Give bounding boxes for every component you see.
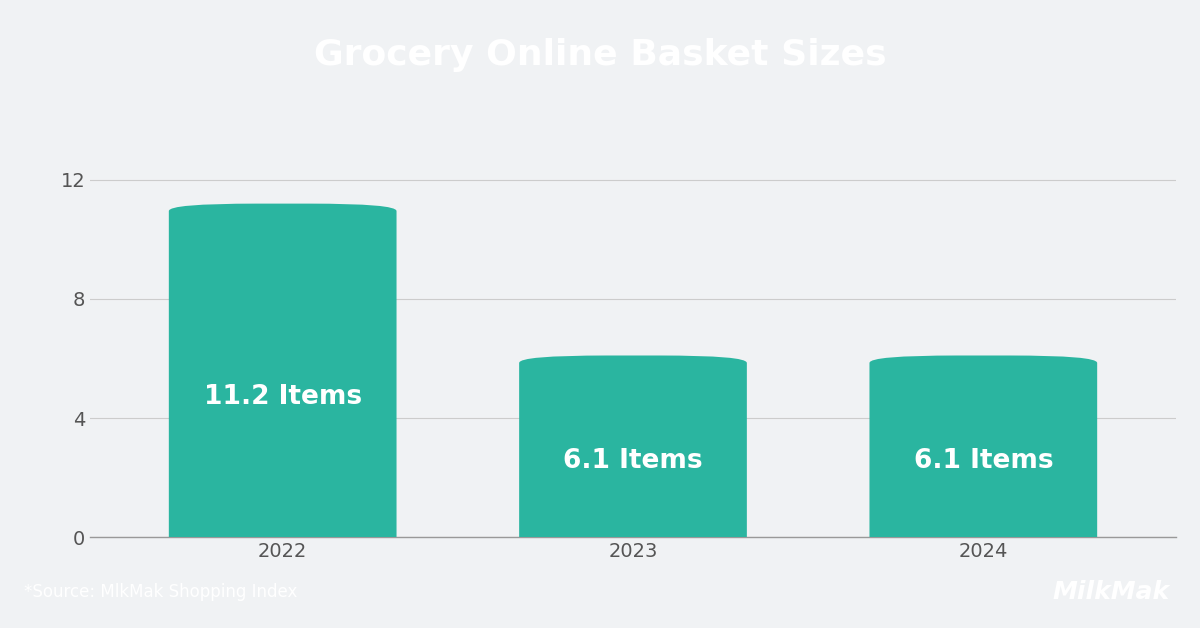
Text: MilkMak: MilkMak — [1052, 580, 1170, 604]
FancyBboxPatch shape — [870, 355, 1097, 544]
Text: Grocery Online Basket Sizes: Grocery Online Basket Sizes — [313, 38, 887, 72]
Text: *Source: MlkMak Shopping Index: *Source: MlkMak Shopping Index — [24, 583, 298, 601]
Text: 6.1 Items: 6.1 Items — [913, 448, 1054, 474]
Text: 6.1 Items: 6.1 Items — [563, 448, 703, 474]
FancyBboxPatch shape — [169, 203, 396, 544]
Text: 11.2 Items: 11.2 Items — [204, 384, 361, 410]
FancyBboxPatch shape — [520, 355, 746, 544]
